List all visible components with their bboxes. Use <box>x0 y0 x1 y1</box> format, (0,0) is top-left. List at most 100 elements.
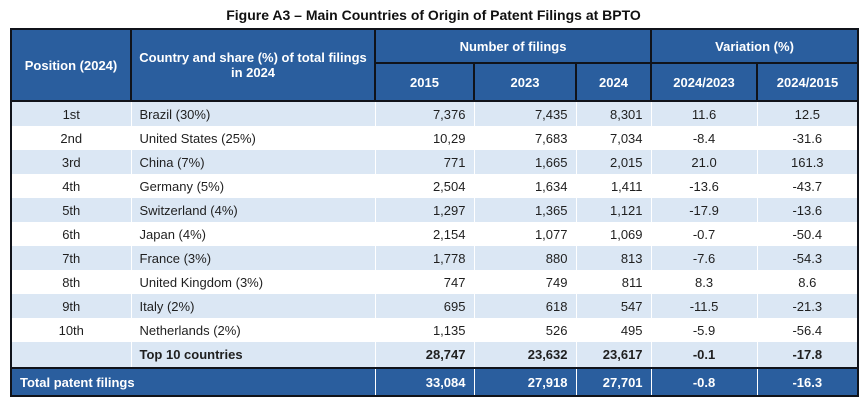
cell-variation-2024-2023: -0.8 <box>651 367 758 396</box>
cell-position: 5th <box>11 198 132 222</box>
cell-country: Italy (2%) <box>131 294 376 318</box>
col-header-position: Position (2024) <box>10 28 132 102</box>
cell-variation-2024-2023: -13.6 <box>651 174 758 198</box>
cell-filings-2015: 771 <box>375 150 475 174</box>
cell-filings-2015: 2,154 <box>375 222 475 246</box>
table-row: 1st Brazil (30%) 7,376 7,435 8,301 11.6 12.5 <box>11 101 859 126</box>
cell-country: Switzerland (4%) <box>131 198 376 222</box>
cell-position: 10th <box>11 318 132 342</box>
cell-country: France (3%) <box>131 246 376 270</box>
cell-variation-2024-2023: -11.5 <box>651 294 758 318</box>
col-header-variation-2024-2023: 2024/2023 <box>650 62 759 102</box>
cell-filings-2015: 1,778 <box>375 246 475 270</box>
cell-filings-2023: 1,365 <box>474 198 577 222</box>
table-row: 5th Switzerland (4%) 1,297 1,365 1,121 -17.9-… <box>11 198 859 222</box>
cell-country: Germany (5%) <box>131 174 376 198</box>
cell-position <box>11 342 132 368</box>
cell-filings-2024: 23,617 <box>576 342 652 368</box>
cell-filings-2024: 8,301 <box>576 101 652 126</box>
cell-country: China (7%) <box>131 150 376 174</box>
table-summary: Top 10 countries 28,747 23,632 23,617 -0… <box>11 342 859 396</box>
cell-variation-2024-2015: -21.3 <box>757 294 859 318</box>
cell-country: Japan (4%) <box>131 222 376 246</box>
cell-variation-2024-2023: 8.3 <box>651 270 758 294</box>
cell-position: 3rd <box>11 150 132 174</box>
total-row: Total patent filings 33,084 27,918 27,70… <box>11 367 859 396</box>
patent-filings-table: Position (2024) Country and share (%) of… <box>10 28 859 397</box>
cell-position: 1st <box>11 101 132 126</box>
cell-position: 6th <box>11 222 132 246</box>
figure-title: Figure A3 – Main Countries of Origin of … <box>226 7 641 23</box>
cell-variation-2024-2015: 161.3 <box>757 150 859 174</box>
cell-filings-2023: 23,632 <box>474 342 577 368</box>
cell-filings-2015: 33,084 <box>375 367 475 396</box>
top10-row: Top 10 countries 28,747 23,632 23,617 -0… <box>11 342 859 368</box>
cell-filings-2015: 695 <box>375 294 475 318</box>
cell-variation-2024-2015: -54.3 <box>757 246 859 270</box>
cell-variation-2024-2015: -50.4 <box>792 226 823 242</box>
cell-variation-2024-2015: 12.5 <box>757 101 859 126</box>
table-body: 1st Brazil (30%) 7,376 7,435 8,301 11.6 12.5 2n… <box>11 101 859 342</box>
cell-variation-2024-2015: -56.4 <box>792 322 823 338</box>
cell-country: United Kingdom (3%) <box>131 270 376 294</box>
cell-position: 7th <box>11 246 132 270</box>
table-row: 9th Italy (2%) 695 618 547 -11.5 -21.3 <box>11 294 859 318</box>
col-header-2015: 2015 <box>374 62 475 102</box>
cell-filings-2024: 1,069 <box>576 222 652 246</box>
cell-variation-2024-2023: -5.9 <box>651 318 758 342</box>
cell-filings-2015: 2,504 <box>375 174 475 198</box>
header-group-row: Position (2024) Country and share (%) of… <box>10 28 859 102</box>
cell-filings-2024: 813 <box>576 246 652 270</box>
top10-label: Top 10 countries <box>131 342 376 368</box>
table-row: 6th Japan (4%) 2,154 1,077 1,069 -0.7 -50.4 <box>11 222 858 246</box>
col-group-variation: Variation (%) <box>650 28 859 64</box>
cell-filings-2023: 1,077 <box>474 222 577 246</box>
cell-filings-2023: 1,665 <box>474 150 577 174</box>
cell-country: Netherlands (2%) <box>131 318 376 342</box>
total-label: Total patent filings <box>11 367 376 396</box>
cell-filings-2024: 1,121 <box>576 198 652 222</box>
cell-variation-2024-2023: -7.6 <box>651 246 758 270</box>
table-row: 7th France (3%) 1,778 880 813 -7.6 -54.3 <box>11 246 859 270</box>
cell-variation-2024-2023: -0.7 <box>651 222 758 246</box>
cell-filings-2024: 27,701 <box>576 367 652 396</box>
cell-filings-2015: 7,376 <box>375 101 475 126</box>
cell-filings-2023: 749 <box>474 270 577 294</box>
cell-position: 9th <box>11 294 132 318</box>
cell-filings-2024: 547 <box>576 294 652 318</box>
cell-variation-2024-2023: 11.6 <box>651 101 758 126</box>
cell-filings-2015: 10,29 <box>375 126 475 150</box>
cell-filings-2024: 2,015 <box>576 150 652 174</box>
table-row: 3rd China (7%) 771 1,665 2,015 21.0 161.3 <box>11 150 859 174</box>
cell-filings-2023: 7,683 <box>474 126 577 150</box>
cell-variation-2024-2015: -16.3 <box>757 367 859 396</box>
cell-variation-2024-2015: 8.6 <box>798 274 817 290</box>
col-group-number-of-filings: Number of filings <box>373 28 653 64</box>
col-header-variation-2024-2015: 2024/2015 <box>756 62 859 102</box>
table-row: 2nd United States (25%) 10,29 7,683 7,034 -8.… <box>11 126 858 150</box>
cell-filings-2015: 1,297 <box>375 198 475 222</box>
cell-filings-2023: 880 <box>474 246 577 270</box>
cell-position: 2nd <box>11 126 132 150</box>
cell-filings-2023: 526 <box>474 318 577 342</box>
table-header: Position (2024) Country and share (%) of… <box>10 28 859 102</box>
table-row: 10th Netherlands (2%) 1,135 526 495 -5.9 -56.4 <box>11 318 858 342</box>
cell-country: United States (25%) <box>131 126 376 150</box>
cell-filings-2015: 1,135 <box>375 318 475 342</box>
cell-filings-2024: 495 <box>576 318 652 342</box>
cell-position: 8th <box>11 270 132 294</box>
col-header-2024: 2024 <box>574 62 653 102</box>
cell-variation-2024-2023: 21.0 <box>651 150 758 174</box>
cell-filings-2023: 27,918 <box>474 367 577 396</box>
table-row: 8th United Kingdom (3%) 747 749 811 8.3 8.6 <box>11 270 858 294</box>
cell-filings-2023: 618 <box>474 294 577 318</box>
cell-country: Brazil (30%) <box>131 101 376 126</box>
cell-variation-2024-2015: -43.7 <box>792 178 823 194</box>
col-header-country: Country and share (%) of total filings i… <box>130 28 376 102</box>
cell-filings-2015: 28,747 <box>375 342 475 368</box>
cell-variation-2024-2023: -17.9 <box>651 198 758 222</box>
cell-filings-2015: 747 <box>375 270 475 294</box>
cell-filings-2023: 1,634 <box>474 174 577 198</box>
cell-variation-2024-2023: -8.4 <box>651 126 758 150</box>
